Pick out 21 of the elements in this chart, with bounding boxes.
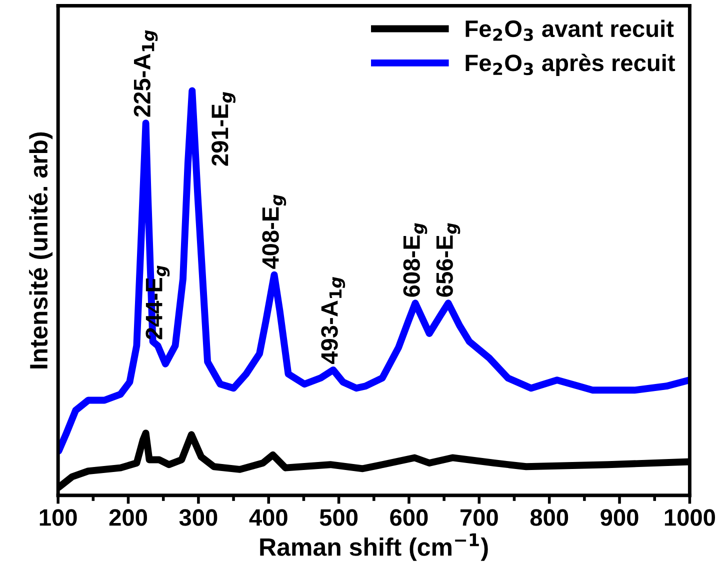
x-tick-label: 700 xyxy=(460,509,498,526)
annotation: 244-E$_{g}$ xyxy=(146,266,170,340)
x-tick-label: 900 xyxy=(600,509,638,526)
y-axis-title: Intensité (unité. arb) xyxy=(29,132,53,368)
annotation: 225-A$_{1g}$ xyxy=(134,30,158,117)
x-axis-title: Raman shift (cm$^{−1}$) xyxy=(260,533,488,561)
x-tick-label: 800 xyxy=(530,509,568,526)
x-tick-label: 500 xyxy=(320,509,358,526)
annotation: 608-E$_{g}$ xyxy=(403,223,428,297)
x-tick-label: 300 xyxy=(179,509,218,526)
annotation: 408-E$_{g}$ xyxy=(262,194,286,269)
x-tick-label: 100 xyxy=(40,509,77,526)
x-tick-label: 200 xyxy=(109,509,147,526)
legend-label: Fe$_{2}$O$_{3}$ après recuit xyxy=(466,54,676,76)
annotation: 656-E$_{g}$ xyxy=(436,223,460,297)
x-tick-label: 1000 xyxy=(664,509,715,526)
annotation: 493-A$_{1g}$ xyxy=(321,277,346,364)
annotation: 291-E$_{g}$ xyxy=(212,92,236,166)
x-tick-label: 400 xyxy=(249,509,288,526)
legend-label: Fe$_{2}$O$_{3}$ avant recuit xyxy=(466,20,674,42)
x-tick-label: 600 xyxy=(390,509,428,526)
